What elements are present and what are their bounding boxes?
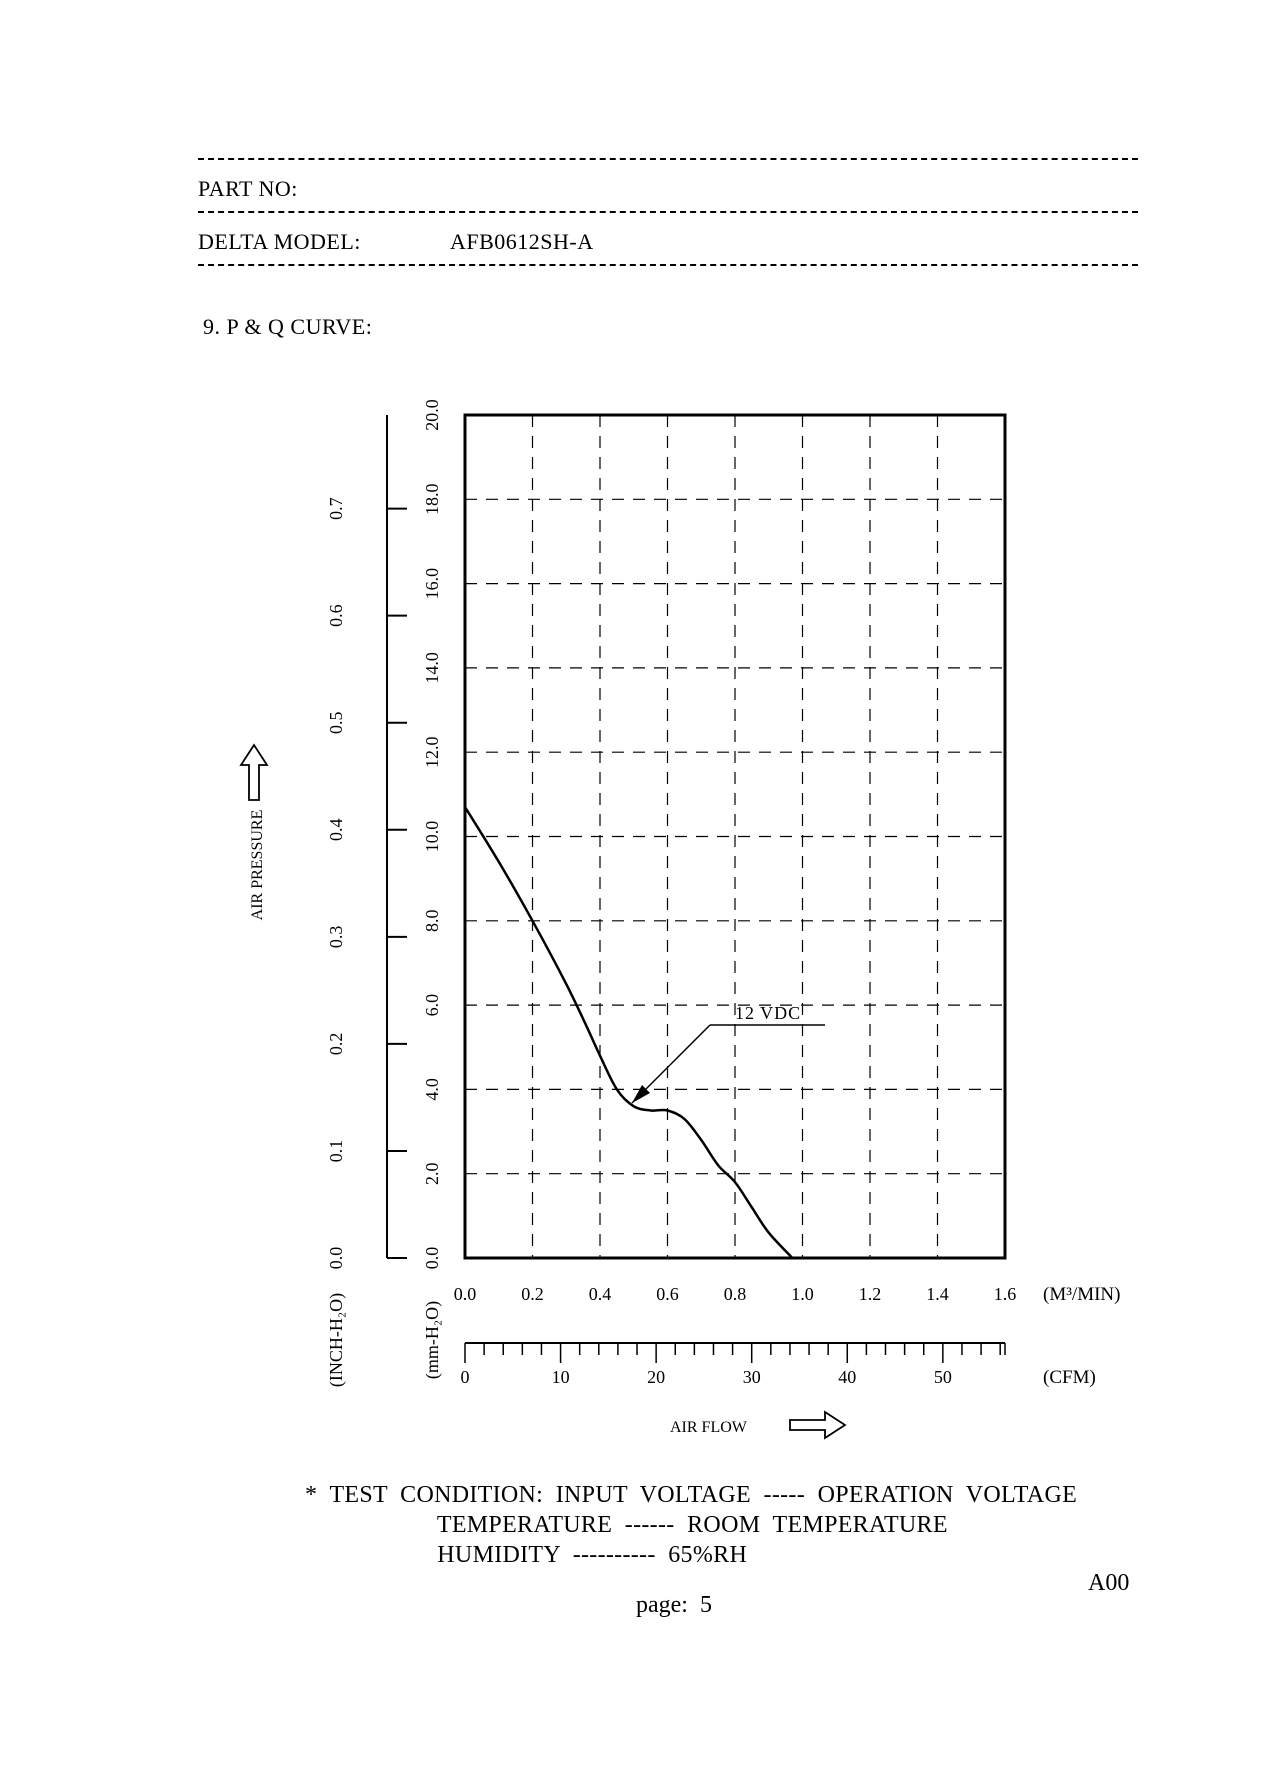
x-tick-label-m3: 0.0 <box>454 1284 477 1304</box>
y-tick-label-inch: 0.1 <box>326 1140 346 1163</box>
y-tick-label-mm: 14.0 <box>422 652 442 684</box>
y-tick-label-inch: 0.0 <box>326 1247 346 1270</box>
x-tick-label-cfm: 0 <box>461 1367 470 1387</box>
y-tick-label-mm: 2.0 <box>422 1162 442 1185</box>
plot-frame <box>463 413 1007 1260</box>
x-tick-label-m3: 1.6 <box>994 1284 1017 1304</box>
series-label-12vdc: 12 VDC <box>735 1003 801 1023</box>
model-label: DELTA MODEL: <box>198 229 361 254</box>
test-condition-line-1: * TEST CONDITION: INPUT VOLTAGE ----- OP… <box>305 1482 1078 1508</box>
x-top-unit: (M³/MIN) <box>1043 1284 1120 1305</box>
y-tick-label-mm: 0.0 <box>422 1247 442 1270</box>
x-tick-label-m3: 0.4 <box>589 1284 612 1304</box>
y-tick-label-inch: 0.6 <box>326 604 346 627</box>
y-axis-title: AIR PRESSURE <box>249 810 266 921</box>
test-condition-line-3: HUMIDITY ---------- 65%RH <box>305 1542 748 1568</box>
x-tick-label-m3: 1.0 <box>791 1284 814 1304</box>
series-layer <box>463 806 794 1259</box>
y-tick-label-inch: 0.5 <box>326 711 346 734</box>
y-tick-label-inch: 0.2 <box>326 1033 346 1056</box>
right-arrow-icon <box>789 1410 847 1440</box>
x-tick-label-cfm: 20 <box>647 1367 665 1387</box>
x-tick-label-cfm: 40 <box>838 1367 856 1387</box>
revision-code: A00 <box>1088 1570 1130 1596</box>
header-divider-top <box>198 158 1138 160</box>
series-annotation: 12 VDC <box>631 1003 825 1104</box>
part-no-label: PART NO: <box>198 176 298 201</box>
y-tick-label-mm: 18.0 <box>422 484 442 516</box>
y-inner-unit: (mm-H₂O) <box>422 1301 443 1379</box>
page-number: page: 5 <box>636 1592 712 1618</box>
x-bottom-unit: (CFM) <box>1043 1367 1096 1388</box>
x-tick-label-m3: 0.6 <box>656 1284 679 1304</box>
series-line-0 <box>463 806 794 1259</box>
y-tick-label-mm: 16.0 <box>422 568 442 600</box>
x-tick-label-m3: 0.2 <box>521 1284 544 1304</box>
x-tick-label-m3: 0.8 <box>724 1284 747 1304</box>
x-tick-label-m3: 1.4 <box>926 1284 949 1304</box>
y-tick-label-inch: 0.3 <box>326 926 346 949</box>
model-value: AFB0612SH-A <box>450 229 594 254</box>
y-tick-label-mm: 8.0 <box>422 910 442 933</box>
y-tick-label-mm: 6.0 <box>422 994 442 1017</box>
x-axis-title: AIR FLOW <box>670 1419 748 1436</box>
x-tick-label-m3: 1.2 <box>859 1284 882 1304</box>
grid-lines <box>465 415 1005 1258</box>
y-tick-label-mm: 10.0 <box>422 821 442 853</box>
x-tick-label-cfm: 50 <box>934 1367 952 1387</box>
header-divider-middle <box>198 211 1138 213</box>
y-tick-label-mm: 4.0 <box>422 1078 442 1101</box>
cfm-scale: 0 10 20 30 40 50 <box>461 1342 1006 1387</box>
up-arrow-icon <box>239 743 269 801</box>
y-tick-label-inch: 0.7 <box>326 497 346 520</box>
axis-ticks: 0.0 0.2 0.4 0.6 0.8 1.0 1.2 1.4 1.6 0.0 2.0 4.0 6.0 8… <box>326 399 1016 1304</box>
y-outer-unit: (INCH-H₂O) <box>326 1293 347 1387</box>
y-tick-label-mm: 12.0 <box>422 736 442 768</box>
header-divider-bottom <box>198 264 1138 266</box>
section-title: 9. P & Q CURVE: <box>203 314 373 339</box>
x-tick-label-cfm: 30 <box>743 1367 761 1387</box>
test-condition-line-2: TEMPERATURE ------ ROOM TEMPERATURE <box>305 1512 948 1538</box>
y-tick-label-mm: 20.0 <box>422 399 442 431</box>
y-tick-label-inch: 0.4 <box>326 819 346 842</box>
x-tick-label-cfm: 10 <box>552 1367 570 1387</box>
